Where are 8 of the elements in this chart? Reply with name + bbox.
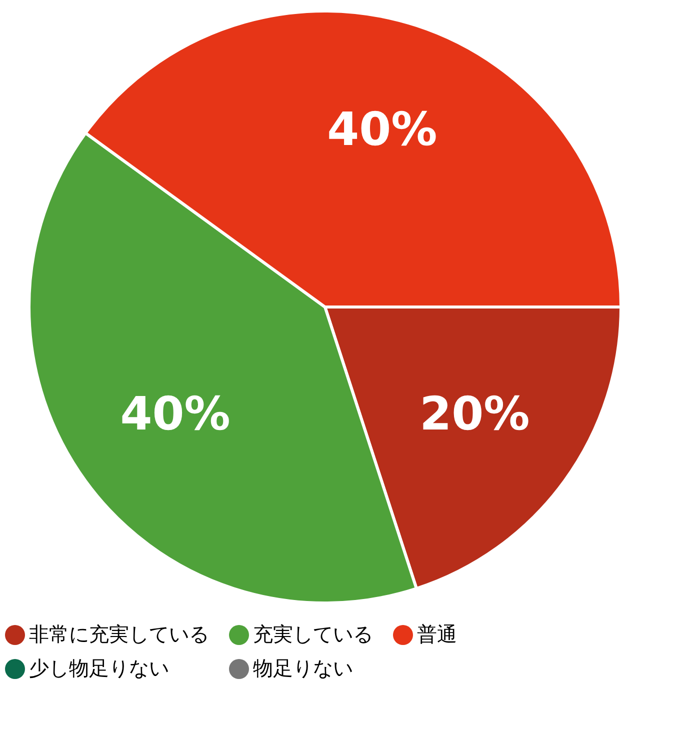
legend-label: 少し物足りない	[29, 656, 169, 680]
data-label: 40%	[120, 386, 230, 441]
legend-label: 普通	[417, 622, 457, 646]
data-label: 40%	[327, 102, 438, 156]
data-label: 20%	[420, 386, 530, 441]
legend-label: 物足りない	[253, 656, 353, 680]
legend-label: 非常に充実している	[29, 622, 209, 646]
legend-label: 充実している	[253, 622, 373, 646]
